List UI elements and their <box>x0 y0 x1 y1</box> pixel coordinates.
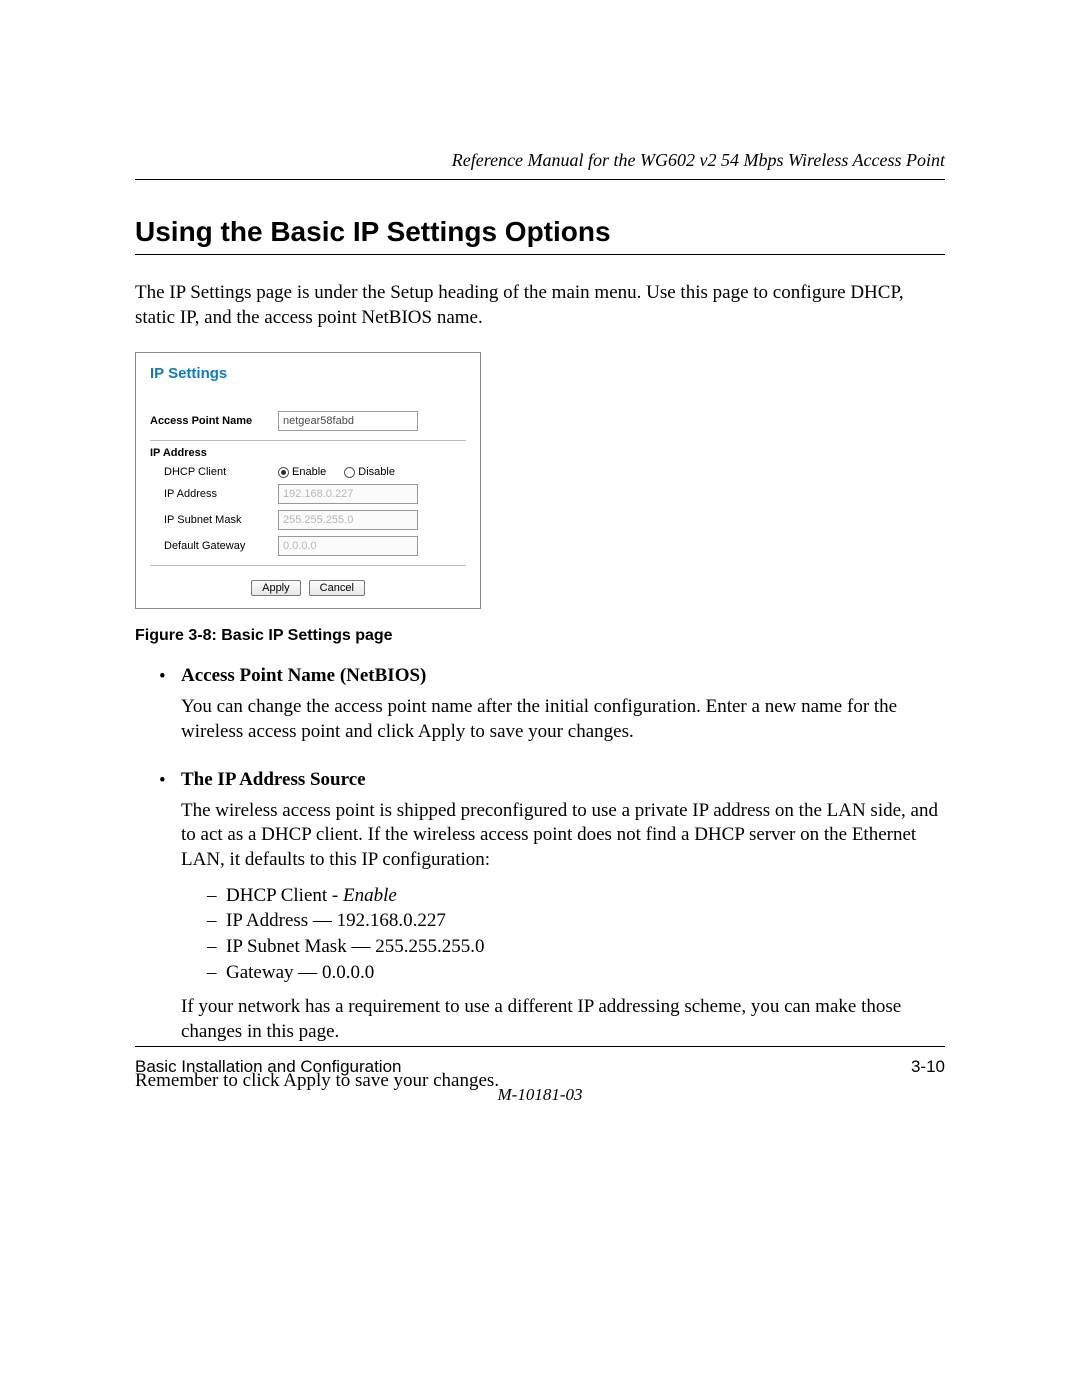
panel-heading: IP Settings <box>150 365 466 382</box>
bullet-marker: • <box>159 665 181 754</box>
ip-label: IP Address <box>164 488 278 500</box>
gateway-input[interactable] <box>278 536 418 556</box>
document-id: M-10181-03 <box>135 1085 945 1105</box>
dash-item: – IP Subnet Mask — 255.255.255.0 <box>207 934 945 960</box>
dash-item: – IP Address — 192.168.0.227 <box>207 908 945 934</box>
bullet-title: The IP Address Source <box>181 769 945 791</box>
apply-button[interactable]: Apply <box>251 580 301 596</box>
page-number: 3-10 <box>911 1057 945 1077</box>
dhcp-enable-radio[interactable]: Enable <box>278 466 326 478</box>
ap-name-label: Access Point Name <box>150 415 278 427</box>
dhcp-disable-radio[interactable]: Disable <box>344 466 395 478</box>
gw-label: Default Gateway <box>164 540 278 552</box>
dhcp-label: DHCP Client <box>164 466 278 478</box>
bullet-paragraph: If your network has a requirement to use… <box>181 995 945 1044</box>
ip-settings-panel: IP Settings Access Point Name IP Address… <box>135 352 481 609</box>
radio-icon <box>344 467 355 478</box>
divider <box>150 565 466 566</box>
dhcp-disable-label: Disable <box>358 466 395 478</box>
mask-label: IP Subnet Mask <box>164 514 278 526</box>
bullet-marker: • <box>159 769 181 1055</box>
bullet-title: Access Point Name (NetBIOS) <box>181 665 945 687</box>
intro-paragraph: The IP Settings page is under the Setup … <box>135 281 945 330</box>
bullet-list: • Access Point Name (NetBIOS) You can ch… <box>135 665 945 1054</box>
footer-rule <box>135 1046 945 1047</box>
divider <box>150 440 466 441</box>
dhcp-enable-label: Enable <box>292 466 326 478</box>
dash-item: – DHCP Client - Enable <box>207 883 945 909</box>
dash-list: – DHCP Client - Enable – IP Address — 19… <box>181 883 945 986</box>
section-title: Using the Basic IP Settings Options <box>135 216 945 248</box>
subnet-mask-input[interactable] <box>278 510 418 530</box>
bullet-paragraph: The wireless access point is shipped pre… <box>181 799 945 873</box>
radio-icon <box>278 467 289 478</box>
ap-name-input[interactable] <box>278 411 418 431</box>
dash-item: – Gateway — 0.0.0.0 <box>207 960 945 986</box>
list-item: • Access Point Name (NetBIOS) You can ch… <box>159 665 945 754</box>
title-rule <box>135 254 945 255</box>
ip-address-input[interactable] <box>278 484 418 504</box>
bullet-paragraph: You can change the access point name aft… <box>181 695 945 744</box>
page-content: Reference Manual for the WG602 v2 54 Mbp… <box>135 150 945 1093</box>
running-header: Reference Manual for the WG602 v2 54 Mbp… <box>135 150 945 180</box>
figure-block: IP Settings Access Point Name IP Address… <box>135 352 945 609</box>
figure-caption: Figure 3-8: Basic IP Settings page <box>135 627 945 645</box>
footer-left: Basic Installation and Configuration <box>135 1057 402 1077</box>
button-row: Apply Cancel <box>150 572 466 598</box>
cancel-button[interactable]: Cancel <box>309 580 365 596</box>
list-item: • The IP Address Source The wireless acc… <box>159 769 945 1055</box>
page-footer: Basic Installation and Configuration 3-1… <box>135 1046 945 1105</box>
ip-address-header: IP Address <box>150 447 466 459</box>
dhcp-radio-group: Enable Disable <box>278 466 395 478</box>
